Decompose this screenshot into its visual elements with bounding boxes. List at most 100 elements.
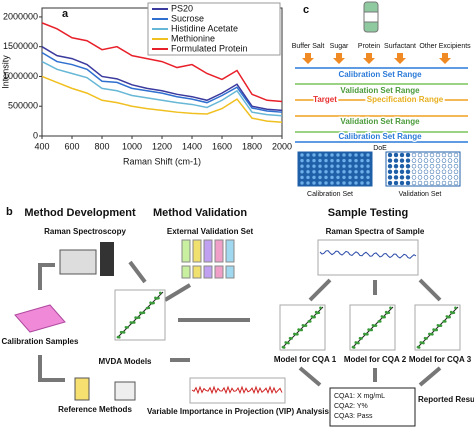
model-label: Model for CQA 3 <box>409 355 472 364</box>
well <box>405 180 411 186</box>
well <box>323 152 329 158</box>
point <box>377 320 381 323</box>
well <box>405 152 411 158</box>
well <box>365 158 371 163</box>
spectrometer <box>59 249 97 275</box>
vial <box>203 239 213 263</box>
series-line <box>41 75 283 124</box>
well <box>329 175 335 180</box>
well <box>317 158 323 163</box>
well <box>299 163 305 169</box>
well <box>347 169 353 175</box>
well <box>411 169 417 175</box>
well <box>387 180 393 186</box>
well <box>435 175 441 180</box>
well <box>399 175 405 180</box>
well <box>453 180 459 186</box>
arrow <box>302 53 314 64</box>
x-axis-label: Raman Shift (cm-1) <box>123 156 201 166</box>
cuvette <box>214 265 224 279</box>
point <box>158 291 162 295</box>
point <box>155 297 159 300</box>
point <box>358 336 362 340</box>
point <box>352 346 356 349</box>
point <box>451 311 454 315</box>
well <box>323 175 329 180</box>
well <box>359 158 365 163</box>
point <box>428 332 431 336</box>
well <box>353 163 359 169</box>
well <box>411 175 417 180</box>
panel-label: a <box>62 8 69 20</box>
point <box>124 325 128 329</box>
series-line <box>41 60 283 117</box>
well <box>335 163 341 169</box>
well <box>299 175 305 180</box>
point <box>432 328 435 331</box>
spectrum <box>319 250 417 259</box>
well <box>335 175 341 180</box>
series-line <box>41 46 283 112</box>
well <box>341 169 347 175</box>
model-label: Model for CQA 2 <box>344 355 407 364</box>
well <box>317 163 323 169</box>
well <box>447 169 453 175</box>
x-tick-label: 1600 <box>212 141 232 151</box>
well <box>405 169 411 175</box>
panel-label: b <box>6 206 13 218</box>
point <box>423 336 427 340</box>
well <box>387 169 393 175</box>
point <box>288 336 292 340</box>
point <box>145 306 149 310</box>
point <box>357 341 360 345</box>
well <box>347 152 353 158</box>
point <box>284 341 288 344</box>
arrow <box>333 53 345 64</box>
well <box>453 175 459 180</box>
well <box>393 175 399 180</box>
vial <box>192 239 202 263</box>
vial <box>214 239 224 263</box>
arrow <box>394 53 406 64</box>
well <box>441 180 447 186</box>
well <box>317 169 323 175</box>
well <box>323 163 329 169</box>
x-tick-label: 600 <box>64 141 79 151</box>
well <box>359 175 365 180</box>
model-label: Model for CQA 1 <box>274 355 337 364</box>
x-tick-label: 1800 <box>242 141 262 151</box>
well <box>353 169 359 175</box>
series-line <box>41 52 283 113</box>
point <box>307 320 311 323</box>
well <box>453 169 459 175</box>
point <box>311 315 315 319</box>
point <box>134 316 137 319</box>
series-line <box>41 22 283 103</box>
well <box>329 163 335 169</box>
well <box>435 169 441 175</box>
well <box>423 152 429 158</box>
well <box>341 152 347 158</box>
well <box>341 180 347 186</box>
point <box>282 346 286 349</box>
well <box>335 180 341 186</box>
well <box>341 175 347 180</box>
well <box>441 169 447 175</box>
well <box>399 158 405 163</box>
well <box>299 180 305 186</box>
well <box>393 152 399 158</box>
vip-trace <box>191 385 283 395</box>
well <box>393 163 399 169</box>
well <box>323 180 329 186</box>
cuvette <box>225 265 235 279</box>
well <box>429 152 435 158</box>
well <box>305 158 311 163</box>
range-label: Calibration Set Range <box>338 70 422 79</box>
step: External Validation Set <box>167 227 254 236</box>
panel-label: c <box>303 4 309 16</box>
well <box>411 152 417 158</box>
y-axis-label: Intensity <box>0 55 10 89</box>
well <box>447 175 453 180</box>
well <box>335 158 341 163</box>
